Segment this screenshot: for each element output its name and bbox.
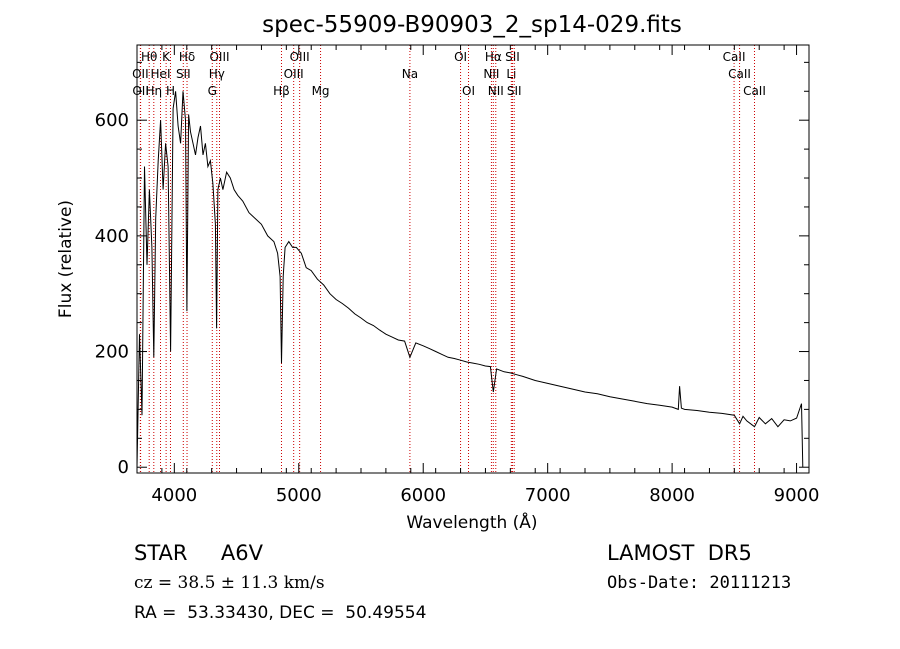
- marker-label-11: SII: [176, 67, 191, 81]
- marker-label-14: Na: [402, 67, 418, 81]
- marker-label-24: OI: [462, 84, 475, 98]
- marker-label-10: HeI: [151, 67, 171, 81]
- marker-label-4: OIII: [290, 50, 310, 64]
- marker-label-12: Hγ: [209, 67, 225, 81]
- marker-label-23: Mg: [312, 84, 330, 98]
- observation-date: Obs-Date: 20111213: [607, 573, 792, 593]
- marker-label-21: G: [208, 84, 217, 98]
- chart-title: spec-55909-B90903_2_sp14-029.fits: [262, 12, 682, 38]
- object-class: STAR A6V: [134, 541, 263, 565]
- x-tick-label-0: 4000: [151, 485, 197, 506]
- y-tick-label-3: 600: [95, 110, 129, 131]
- marker-label-17: CaII: [728, 67, 751, 81]
- x-axis-label: Wavelength (Å): [406, 511, 537, 533]
- marker-label-1: K: [162, 50, 171, 64]
- marker-label-5: OI: [454, 50, 467, 64]
- marker-label-20: H: [166, 84, 175, 98]
- x-tick-label-4: 8000: [649, 485, 695, 506]
- marker-label-0: Hθ: [141, 50, 157, 64]
- marker-label-27: CaII: [743, 84, 766, 98]
- marker-label-19: Hη: [145, 84, 162, 98]
- marker-label-15: NII: [483, 67, 499, 81]
- plot-frame: [136, 44, 810, 474]
- x-tick-label-3: 7000: [525, 485, 571, 506]
- marker-label-8: CaII: [723, 50, 746, 64]
- y-tick-label-2: 400: [95, 226, 129, 247]
- survey-name: LAMOST DR5: [607, 541, 752, 565]
- marker-label-6: Hα: [485, 50, 502, 64]
- marker-label-2: Hδ: [179, 50, 195, 64]
- y-axis-label: Flux (relative): [56, 200, 76, 318]
- marker-label-16: Li: [506, 67, 516, 81]
- y-tick-label-1: 200: [95, 342, 129, 363]
- redshift-velocity: cz = 38.5 ± 11.3 km/s: [134, 573, 325, 593]
- x-tick-label-2: 6000: [400, 485, 446, 506]
- marker-label-22: Hβ: [273, 84, 290, 98]
- x-tick-label-5: 9000: [774, 485, 820, 506]
- marker-label-25: NII: [488, 84, 504, 98]
- coordinates: RA = 53.33430, DEC = 50.49554: [134, 603, 427, 623]
- y-tick-label-0: 0: [118, 457, 129, 478]
- marker-label-26: SII: [507, 84, 522, 98]
- marker-label-13: OIII: [284, 67, 304, 81]
- marker-label-7: SII: [505, 50, 520, 64]
- spectrum-line: [136, 91, 804, 468]
- marker-label-9: OII: [132, 67, 149, 81]
- x-tick-label-1: 5000: [276, 485, 322, 506]
- marker-label-3: OIII: [209, 50, 229, 64]
- axis-ticks: 4000 5000 6000 7000 8000 9000 0 200 400 600: [95, 45, 820, 506]
